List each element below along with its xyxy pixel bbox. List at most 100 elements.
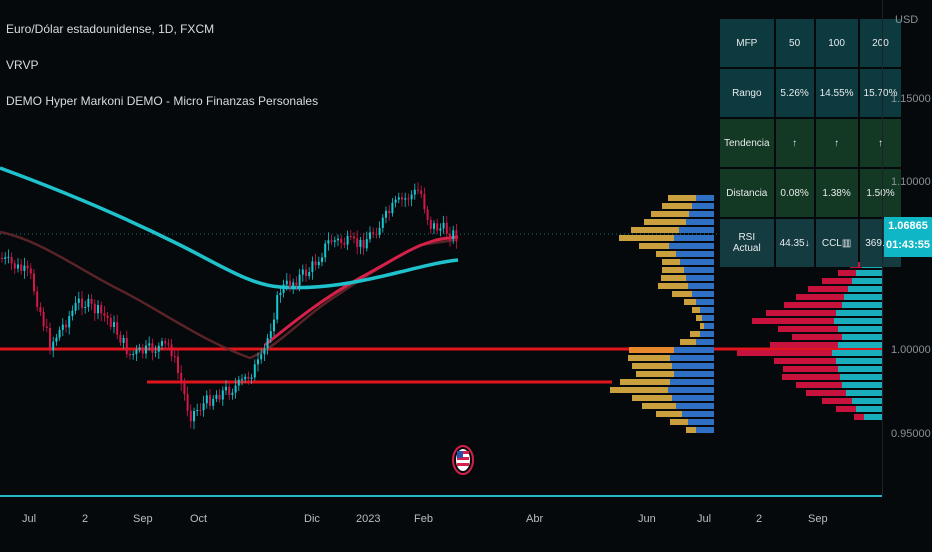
volume-bar-up [846, 390, 882, 396]
candle-body [321, 257, 323, 262]
candle-body [209, 395, 211, 406]
candle-body [429, 219, 432, 229]
candle-body [346, 235, 349, 245]
candle-body [20, 264, 23, 271]
volume-bar-up [842, 382, 882, 388]
candle-body [4, 257, 7, 259]
time-axis[interactable]: Jul 2 Sep Oct Dic 2023 Feb Abr Jun Jul 2… [0, 495, 882, 552]
volume-bar-down [808, 286, 848, 292]
candle-body [148, 343, 151, 346]
candle-body [385, 210, 387, 218]
volume-bar-down [684, 299, 696, 305]
volume-bar-up [668, 387, 714, 393]
candle-body [7, 256, 10, 258]
candle-body [442, 222, 445, 229]
volume-bar-down [629, 347, 674, 353]
volume-bar-up [844, 294, 882, 300]
candle-body [26, 265, 29, 269]
volume-bar-up [674, 235, 714, 241]
candle-body [154, 351, 157, 353]
ma-red-line [264, 235, 459, 347]
candle-body [279, 292, 282, 296]
volume-bar-down [628, 355, 670, 361]
table-cell: ↑ [859, 119, 902, 167]
volume-bar-up [834, 318, 882, 324]
candle-body [285, 280, 288, 285]
candle-body [81, 298, 83, 308]
time-tick: Dic [304, 513, 320, 525]
volume-bar-down [631, 227, 679, 233]
candle-body [103, 313, 106, 316]
symbol-legend[interactable]: Euro/Dólar estadounidense, 1D, FXCM [6, 22, 215, 36]
candle-body [340, 238, 343, 243]
volume-bar-up [852, 398, 882, 404]
table-cell: 50 [775, 19, 814, 67]
candle-body [212, 398, 215, 406]
volume-bar-down [610, 387, 668, 393]
candle-body [401, 197, 403, 200]
candle-body [61, 324, 64, 330]
candle-body [455, 230, 458, 242]
candle-body [170, 344, 173, 357]
candle-body [13, 263, 16, 269]
candle-body [29, 268, 32, 274]
volume-bar-down [838, 270, 856, 276]
volume-bar-down [783, 366, 838, 372]
bar-countdown: 01:43:55 [885, 239, 931, 251]
table-cell: ↑ [775, 119, 814, 167]
candle-body [68, 316, 71, 328]
volume-bar-down [670, 419, 688, 425]
volume-bar-up [700, 331, 714, 337]
volume-bar-down [696, 315, 702, 321]
volume-bar-up [688, 283, 714, 289]
table-cell: Tendencia [720, 119, 774, 167]
candle-body [410, 194, 413, 200]
time-tick: Jun [638, 513, 656, 525]
volume-bar-up [856, 406, 882, 412]
candle-body [301, 269, 304, 275]
us-flag-icon[interactable] [452, 445, 474, 475]
volume-bar-down [700, 323, 704, 329]
candle-body [77, 298, 80, 303]
candle-body [221, 390, 224, 400]
candle-body [343, 242, 346, 245]
volume-bar-up [688, 419, 714, 425]
price-axis[interactable]: USD 1.15000 1.10000 1.00000 0.95000 1.06… [882, 0, 932, 495]
candle-body [445, 222, 448, 234]
time-tick: 2 [756, 513, 763, 525]
volume-bar-up [702, 315, 714, 321]
candle-body [372, 232, 375, 234]
volume-bar-up [836, 310, 882, 316]
candle-body [33, 273, 35, 292]
volume-bar-down [778, 326, 838, 332]
candle-body [394, 199, 397, 203]
volume-bar-up [836, 358, 882, 364]
table-cell: Rango [720, 69, 774, 117]
candle-body [119, 334, 122, 343]
table-row-rsi: RSI Actual 44.35↓ CCL▥ 369.92 [720, 219, 902, 267]
volume-bar-up [692, 203, 714, 209]
candle-body [308, 272, 311, 277]
volume-bar-down [806, 390, 846, 396]
table-cell: 1.38% [815, 169, 858, 217]
candle-body [106, 315, 109, 318]
volume-bar-up [682, 411, 714, 417]
candle-body [151, 343, 154, 353]
volume-bar-down [644, 219, 686, 225]
volume-bar-up [838, 326, 882, 332]
table-cell: CCL▥ [815, 219, 858, 267]
indicator-legend-vrvp[interactable]: VRVP [6, 58, 39, 72]
volume-bar-up [864, 414, 882, 420]
volume-bar-up [669, 243, 714, 249]
indicator-legend-markoni[interactable]: DEMO Hyper Markoni DEMO - Micro Finanzas… [6, 94, 319, 108]
candle-body [359, 239, 362, 247]
candle-body [186, 394, 189, 411]
candle-body [116, 322, 119, 335]
table-cell: 1.50% [859, 169, 902, 217]
candle-body [413, 189, 416, 195]
volume-bar-up [696, 299, 714, 305]
volume-bar-down [668, 195, 696, 201]
candle-body [10, 256, 13, 264]
candle-body [305, 269, 307, 277]
candle-body [167, 343, 170, 345]
